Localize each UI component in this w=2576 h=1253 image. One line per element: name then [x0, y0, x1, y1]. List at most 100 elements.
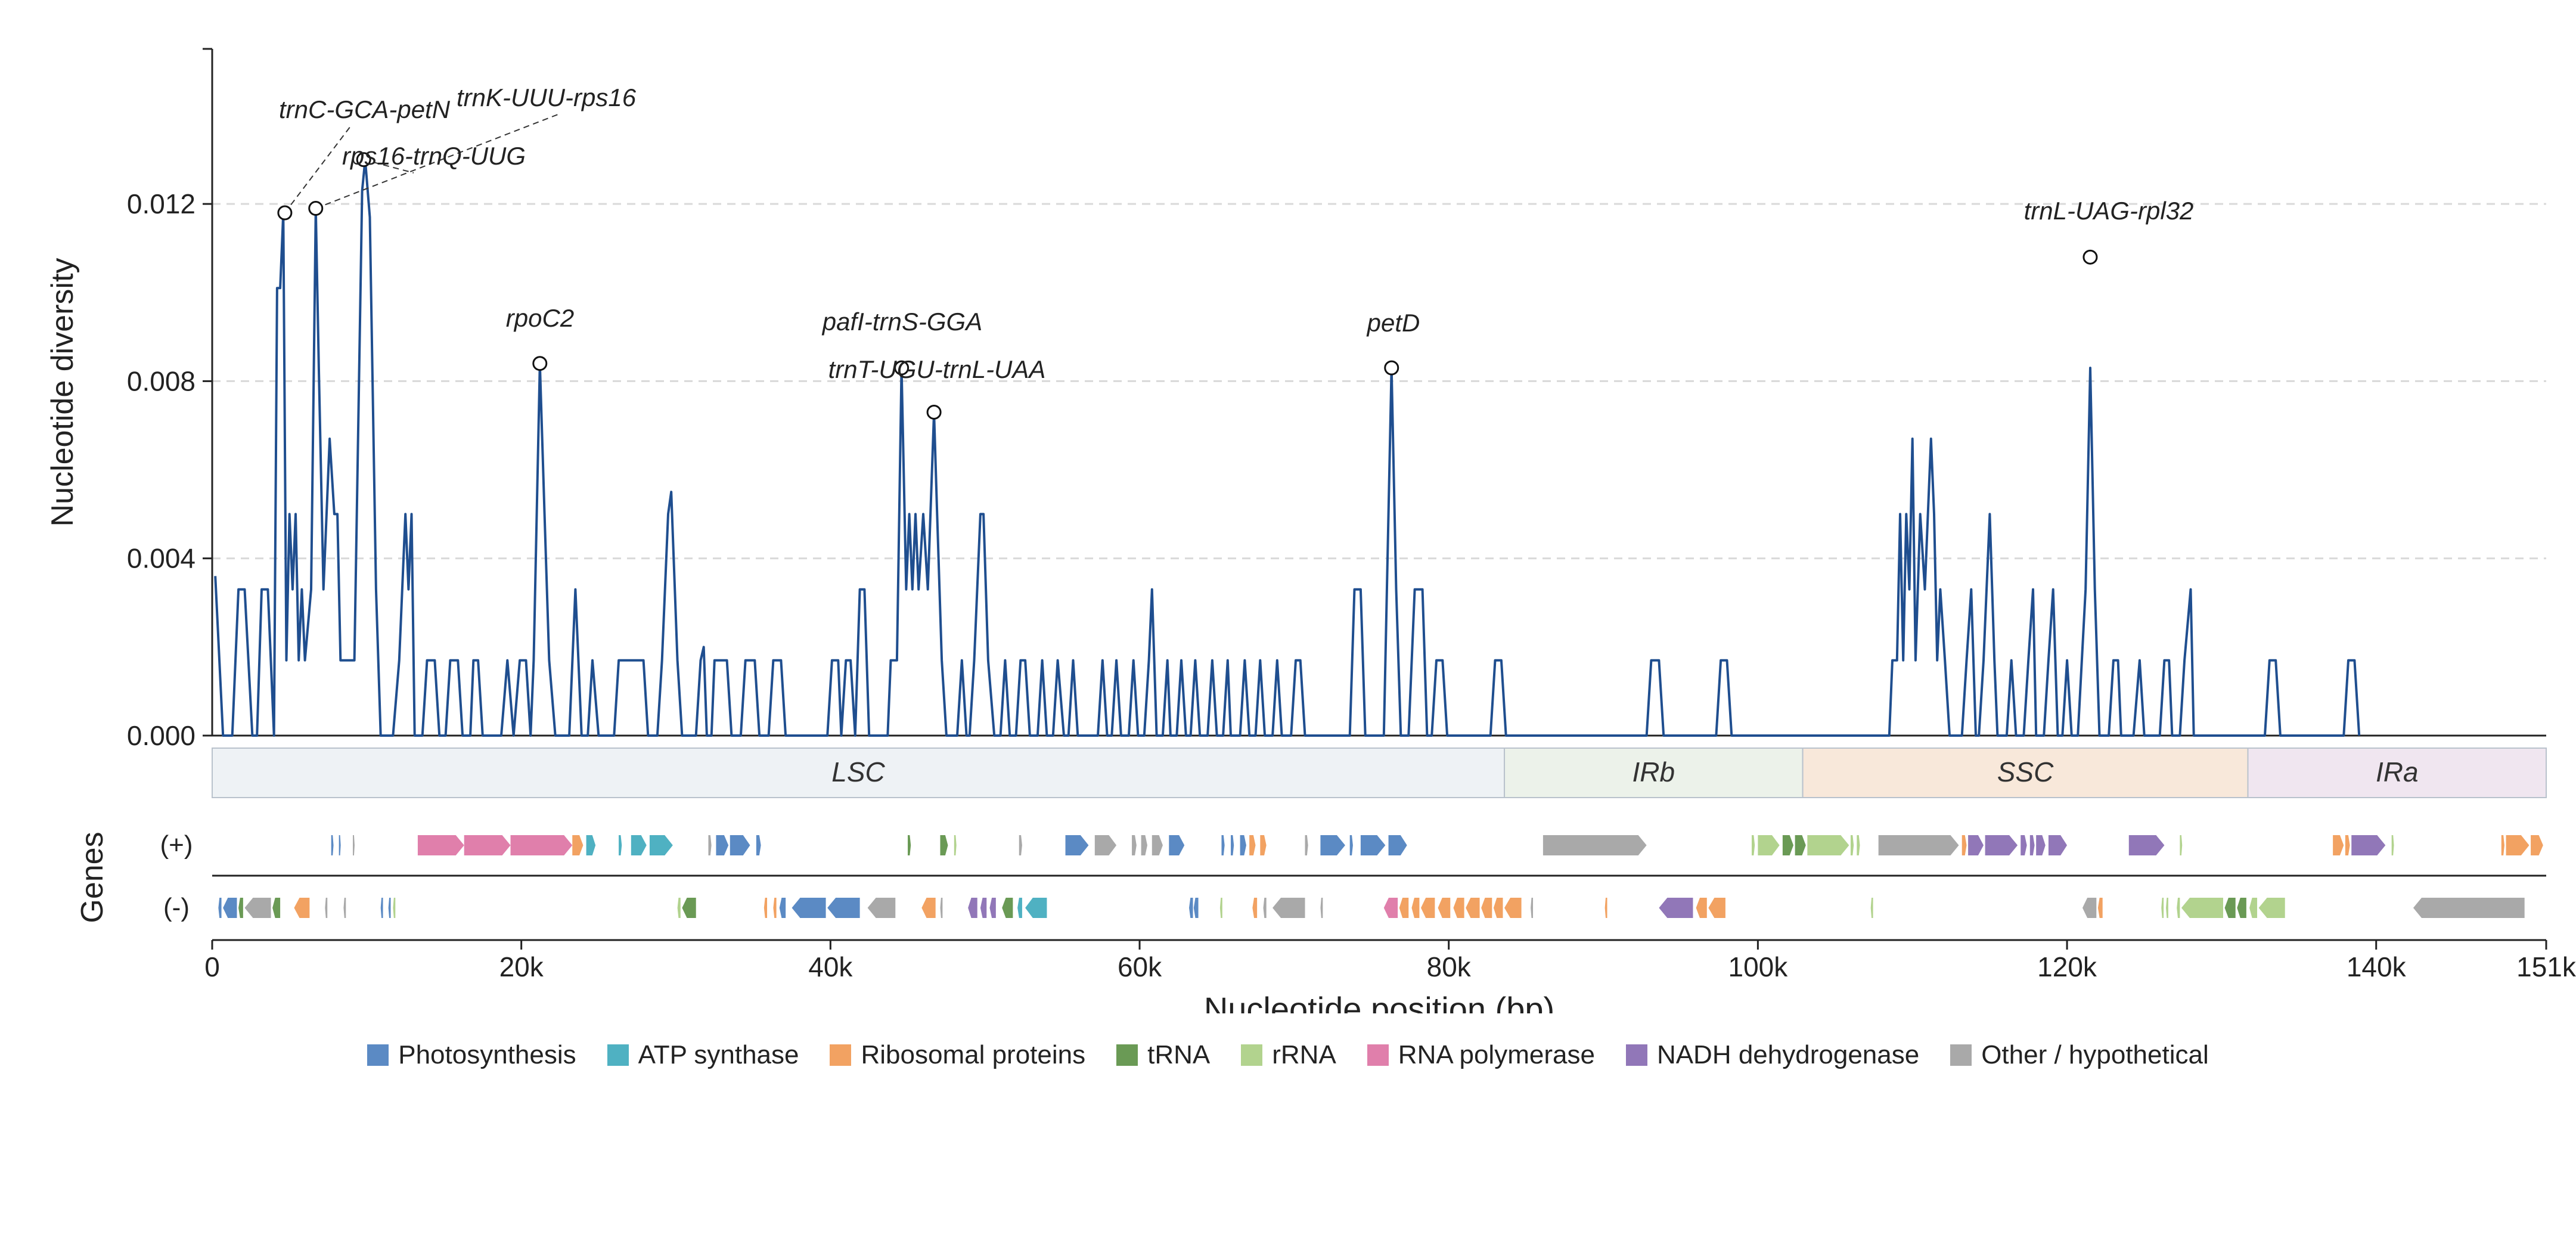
gene-plus-52: [2180, 835, 2183, 855]
gene-minus-40: [1466, 898, 1480, 918]
legend-item-1: ATP synthase: [607, 1040, 799, 1070]
gene-plus-13: [730, 835, 750, 855]
gene-minus-28: [1193, 898, 1199, 918]
gene-minus-15: [779, 898, 786, 918]
gene-plus-57: [2501, 835, 2504, 855]
gene-minus-16: [792, 898, 826, 918]
gene-plus-19: [1065, 835, 1089, 855]
region-ssc: [1802, 748, 2249, 798]
gene-minus-42: [1493, 898, 1503, 918]
y-axis-label: Nucleotide diversity: [45, 258, 80, 527]
gene-minus-51: [2097, 898, 2103, 918]
gene-plus-24: [1169, 835, 1185, 855]
gene-plus-47: [2021, 835, 2027, 855]
peak-marker-1: [308, 201, 324, 216]
gene-minus-43: [1504, 898, 1522, 918]
annotation-leader-1: [315, 114, 558, 209]
legend-swatch-2: [830, 1044, 852, 1066]
gene-minus-60: [2413, 898, 2525, 918]
legend-swatch-3: [1116, 1044, 1138, 1066]
gene-plus-36: [1752, 835, 1755, 855]
gene-minus-35: [1399, 898, 1409, 918]
gene-plus-37: [1758, 835, 1780, 855]
annotation-leader-2: [363, 159, 414, 173]
peak-label-7: trnL-UAG-rpl32: [2024, 197, 2194, 225]
gene-plus-26: [1231, 835, 1234, 855]
gene-plus-28: [1249, 835, 1256, 855]
gene-plus-43: [1878, 835, 1959, 855]
peak-label-1: trnK-UUU-rps16: [457, 83, 637, 111]
gene-plus-9: [631, 835, 647, 855]
gene-minus-23: [989, 898, 996, 918]
x-tick-label-3: 60k: [1118, 951, 1162, 982]
gene-plus-32: [1349, 835, 1353, 855]
gene-minus-56: [2224, 898, 2236, 918]
gene-plus-53: [2333, 835, 2344, 855]
axis-ticks: 0.000 0.004 0.008 0.012 0 20k 40k 60k 80k 100k 120…: [127, 188, 2576, 982]
gene-minus-49: [1870, 898, 1873, 918]
peak-marker-4: [894, 360, 910, 376]
gene-minus-9: [388, 898, 391, 918]
gene-plus-58: [2506, 835, 2530, 855]
legend-swatch-1: [607, 1044, 629, 1066]
gene-minus-53: [2166, 898, 2168, 918]
gene-minus-17: [827, 898, 860, 918]
gene-plus-6: [572, 835, 584, 855]
gene-plus-48: [2029, 835, 2035, 855]
annotation-leader-0: [284, 126, 351, 213]
legend-item-4: rRNA: [1241, 1040, 1336, 1070]
gene-minus-21: [968, 898, 977, 918]
genes-axis-label: Genes: [75, 832, 110, 923]
gene-minus-31: [1263, 898, 1267, 918]
legend-label-4: rRNA: [1272, 1040, 1336, 1069]
diversity-series: [214, 158, 2361, 737]
y-tick-label-3: 0.012: [127, 188, 195, 219]
gene-minus-36: [1411, 898, 1420, 918]
grid-lines: [212, 203, 2546, 560]
gene-minus-14: [773, 898, 777, 918]
gene-plus-27: [1240, 835, 1246, 855]
legend-label-6: NADH dehydrogenase: [1656, 1040, 1920, 1069]
gene-plus-50: [2048, 835, 2068, 855]
gene-plus-44: [1962, 835, 1967, 855]
peak-marker-0: [277, 205, 293, 221]
peak-marker-7: [2082, 249, 2098, 265]
gene-plus-3: [417, 835, 464, 855]
gene-plus-12: [716, 835, 729, 855]
peak-marker-3: [532, 356, 548, 371]
x-tick-label-8: 151k: [2516, 951, 2576, 982]
gene-plus-39: [1795, 835, 1806, 855]
gene-plus-23: [1152, 835, 1163, 855]
region-ira: [2247, 748, 2547, 798]
region-label-ira: IRa: [2376, 756, 2419, 787]
legend-item-7: Other / hypothetical: [1950, 1040, 2209, 1070]
gene-minus-7: [343, 898, 346, 918]
gene-plus-16: [940, 835, 948, 855]
legend-item-0: Photosynthesis: [367, 1040, 576, 1070]
region-irb: [1504, 748, 1804, 798]
legend-label-1: ATP synthase: [638, 1040, 799, 1069]
x-tick-label-0: 0: [204, 951, 220, 982]
gene-minus-44: [1531, 898, 1534, 918]
gene-plus-7: [586, 835, 596, 855]
gene-plus-29: [1260, 835, 1267, 855]
legend-swatch-0: [367, 1044, 389, 1066]
x-tick-label-7: 140k: [2347, 951, 2407, 982]
x-tick-label-2: 40k: [808, 951, 853, 982]
legend-item-2: Ribosomal proteins: [830, 1040, 1085, 1070]
gene-plus-20: [1094, 835, 1117, 855]
peak-label-0: trnC-GCA-petN: [279, 95, 451, 123]
gene-plus-38: [1782, 835, 1794, 855]
gene-plus-30: [1305, 835, 1308, 855]
gene-minus-6: [325, 898, 328, 918]
gene-minus-27: [1189, 898, 1193, 918]
diversity-line: [214, 158, 2361, 737]
gene-plus-14: [756, 835, 761, 855]
gene-minus-20: [940, 898, 943, 918]
legend-item-6: NADH dehydrogenase: [1625, 1040, 1920, 1070]
gene-minus-59: [2258, 898, 2285, 918]
gene-plus-31: [1320, 835, 1345, 855]
gene-minus-32: [1273, 898, 1305, 918]
gene-minus-8: [380, 898, 383, 918]
gene-minus-24: [1002, 898, 1013, 918]
